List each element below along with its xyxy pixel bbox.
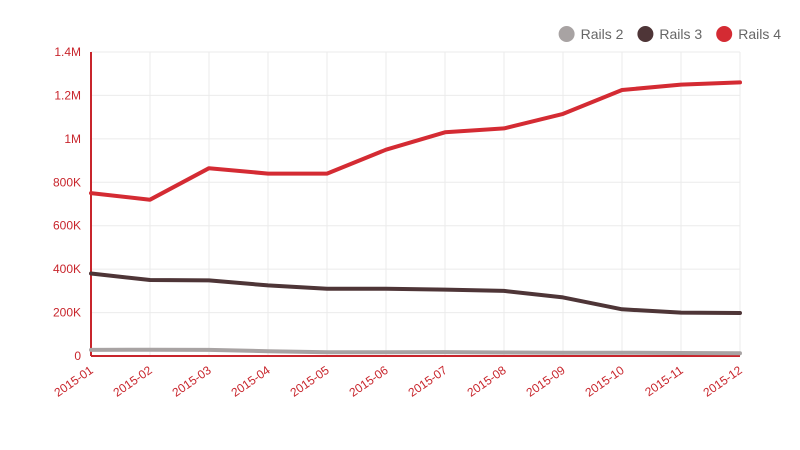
x-axis-ticks: 2015-01 2015-02 2015-03 2015-04 2015-05 2015-… xyxy=(52,363,745,400)
legend-swatch[interactable] xyxy=(558,26,575,42)
axes xyxy=(90,52,740,357)
series-line-rails-3 xyxy=(89,271,742,315)
grid xyxy=(91,51,741,356)
series-line-rails-2 xyxy=(89,347,742,356)
series xyxy=(89,80,742,356)
y-tick-label: 1.2M xyxy=(54,88,81,102)
x-tick-label: 2015-12 xyxy=(701,363,745,400)
legend-swatch[interactable] xyxy=(637,26,654,42)
x-tick-label: 2015-05 xyxy=(288,363,332,400)
y-axis-ticks: 0 200K 400K 600K 800K 1M 1.2M 1.4M xyxy=(53,45,81,363)
x-tick-label: 2015-08 xyxy=(465,363,509,400)
legend-swatch[interactable] xyxy=(716,26,733,42)
y-tick-label: 600K xyxy=(53,219,81,233)
y-tick-label: 1.4M xyxy=(54,45,81,59)
legend: Rails 4 Rails 3 Rails 2 xyxy=(558,26,781,42)
x-tick-label: 2015-09 xyxy=(524,363,568,400)
x-tick-label: 2015-06 xyxy=(347,363,391,400)
y-tick-label: 800K xyxy=(53,175,81,189)
x-tick-label: 2015-10 xyxy=(583,363,627,400)
x-tick-label: 2015-03 xyxy=(170,363,214,400)
series-line-rails-4 xyxy=(89,80,742,202)
y-tick-label: 0 xyxy=(74,349,81,363)
legend-label: Rails 4 xyxy=(738,26,781,42)
legend-label: Rails 3 xyxy=(659,26,702,42)
x-tick-label: 2015-02 xyxy=(111,363,155,400)
x-tick-label: 2015-07 xyxy=(406,363,450,400)
x-tick-label: 2015-11 xyxy=(642,363,686,399)
x-tick-label: 2015-01 xyxy=(52,363,96,400)
y-tick-label: 400K xyxy=(53,262,81,276)
y-tick-label: 200K xyxy=(53,306,81,320)
x-tick-label: 2015-04 xyxy=(229,363,273,400)
legend-label: Rails 2 xyxy=(581,26,624,42)
y-tick-label: 1M xyxy=(64,132,81,146)
